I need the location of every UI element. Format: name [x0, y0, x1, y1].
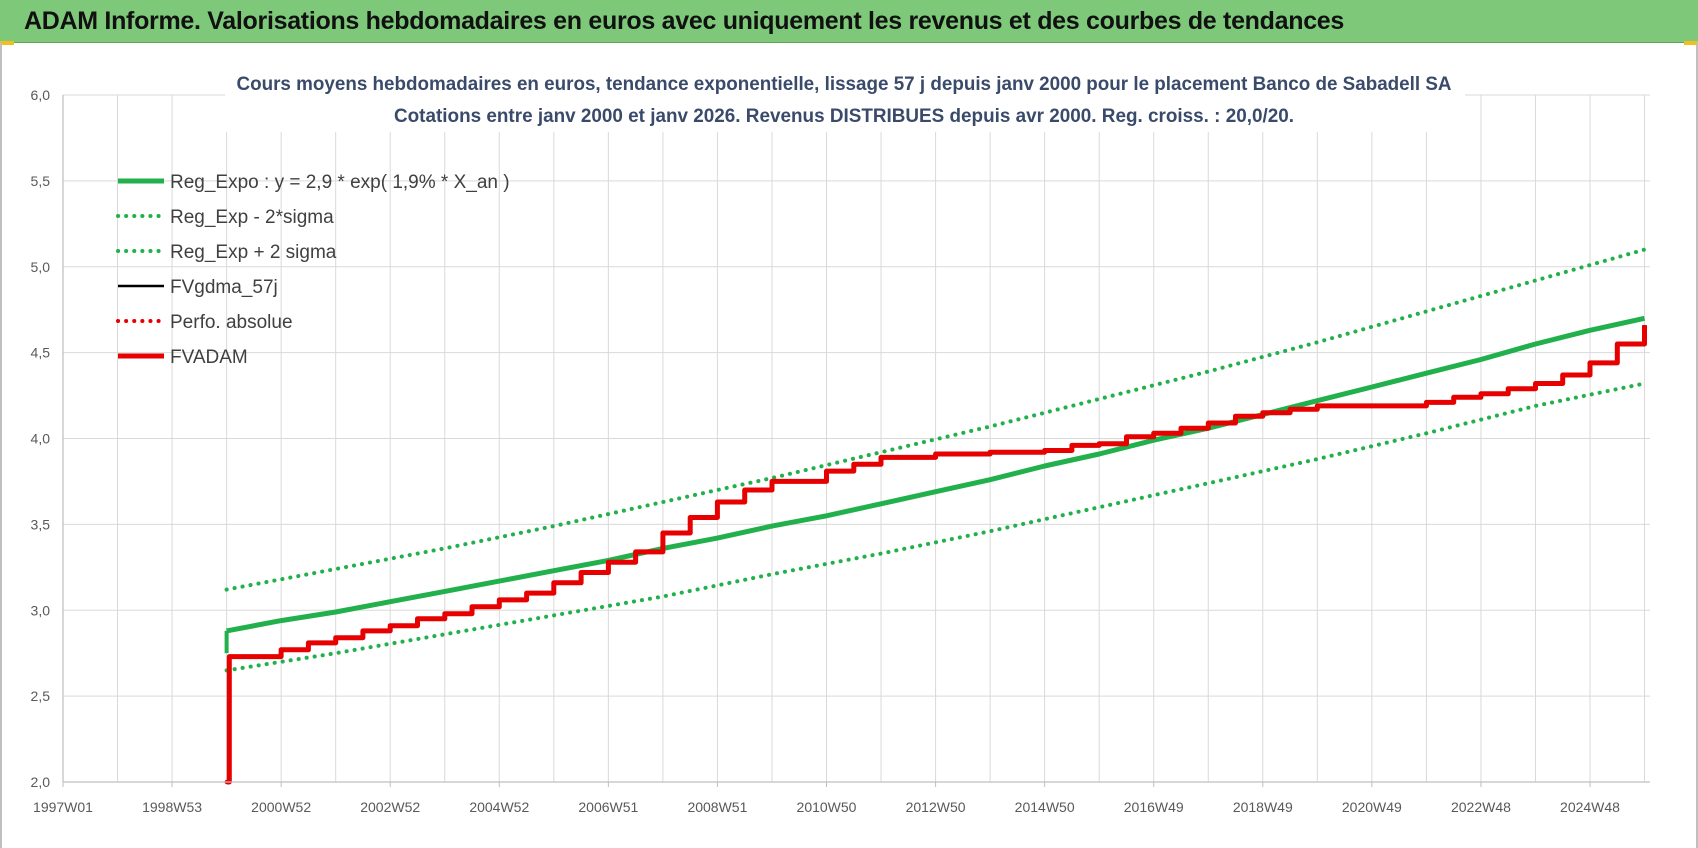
- corner-marker-left: [0, 41, 14, 45]
- legend: Reg_Expo : y = 2,9 * exp( 1,9% * X_an ) R…: [116, 172, 510, 368]
- legend-label: Reg_Exp + 2 sigma: [170, 242, 337, 263]
- y-tick-label: 2,0: [31, 774, 51, 790]
- x-tick-label: 1997W01: [33, 799, 93, 815]
- x-tick-label: 2024W48: [1560, 799, 1620, 815]
- y-tick-label: 4,5: [31, 345, 51, 361]
- y-tick-label: 3,0: [31, 602, 51, 618]
- legend-label: FVgdma_57j: [170, 277, 278, 298]
- x-tick-label: 2008W51: [687, 799, 747, 815]
- corner-marker-right: [1684, 41, 1698, 45]
- y-tick-label: 3,5: [31, 516, 51, 532]
- x-tick-label: 2002W52: [360, 799, 420, 815]
- chart-frame: [0, 43, 1698, 848]
- axes: 2,0 2,5 3,0 3,5 4,0 4,5 5,0 5,5 6,0 1997W01 1998W5…: [31, 87, 1650, 815]
- x-tick-label: 1998W53: [142, 799, 202, 815]
- x-tick-label: 2004W52: [469, 799, 529, 815]
- grid: [62, 94, 1650, 783]
- x-tick-label: 2010W50: [797, 799, 857, 815]
- legend-label: Reg_Exp - 2*sigma: [170, 207, 334, 228]
- page-banner: ADAM Informe. Valorisations hebdomadaire…: [0, 0, 1698, 43]
- series-line-3: [224, 247, 1647, 592]
- chart-subtitle: Cotations entre janv 2000 et janv 2026. …: [394, 105, 1294, 127]
- legend-label: Perfo. absolue: [170, 312, 293, 333]
- series-layer: [224, 247, 1647, 785]
- title-background: [225, 66, 1465, 132]
- series-line-2: [224, 381, 1647, 673]
- legend-label: Reg_Expo : y = 2,9 * exp( 1,9% * X_an ): [170, 172, 510, 193]
- y-tick-label: 5,0: [31, 259, 51, 275]
- y-tick-label: 4,0: [31, 431, 51, 447]
- x-tick-label: 2020W49: [1342, 799, 1402, 815]
- x-tick-label: 2006W51: [578, 799, 638, 815]
- x-tick-label: 2022W48: [1451, 799, 1511, 815]
- x-tick-label: 2016W49: [1124, 799, 1184, 815]
- y-tick-label: 6,0: [31, 87, 51, 103]
- x-tick-label: 2012W50: [906, 799, 966, 815]
- chart-title: Cours moyens hebdomadaires en euros, ten…: [237, 73, 1452, 95]
- series-line-6: [226, 325, 1647, 785]
- x-tick-label: 2018W49: [1233, 799, 1293, 815]
- y-tick-label: 2,5: [31, 688, 51, 704]
- page-title: ADAM Informe. Valorisations hebdomadaire…: [24, 7, 1345, 35]
- y-tick-label: 5,5: [31, 173, 51, 189]
- x-tick-label: 2000W52: [251, 799, 311, 815]
- x-tick-label: 2014W50: [1015, 799, 1075, 815]
- legend-label: FVADAM: [170, 347, 248, 368]
- series-line-1: [226, 315, 1646, 634]
